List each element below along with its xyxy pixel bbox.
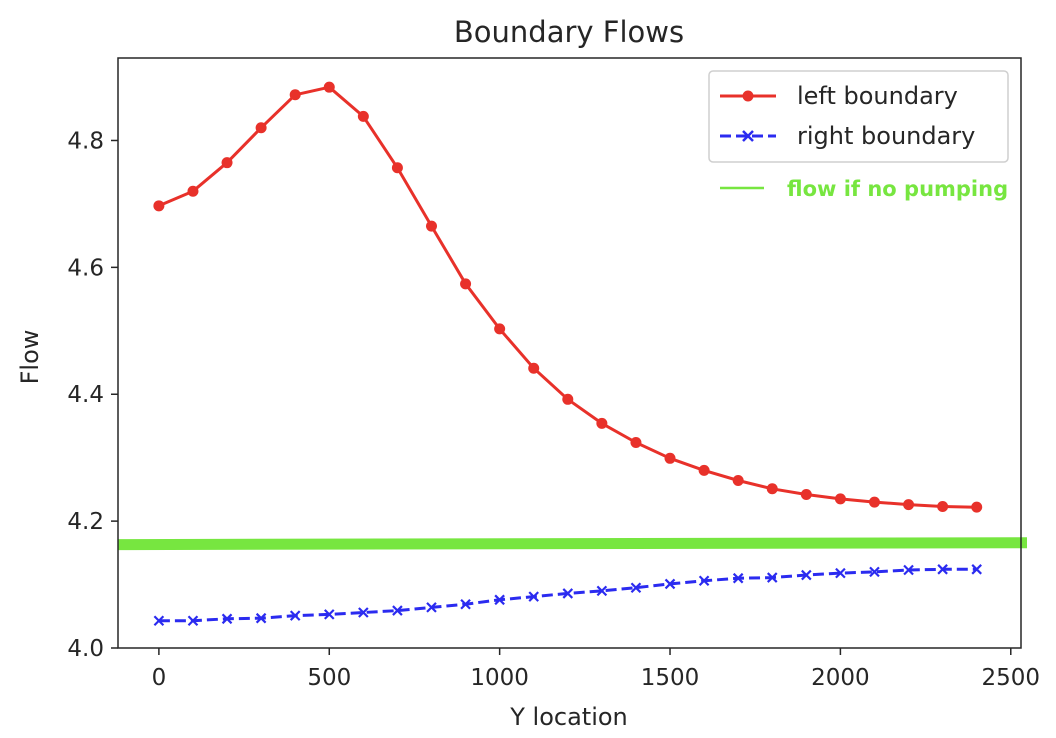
data-point-right-boundary (221, 613, 233, 625)
data-point-right-boundary (937, 564, 948, 575)
x-tick-label: 2000 (811, 665, 870, 691)
legend-entry-left-boundary: left boundary (720, 82, 958, 110)
reference-annotation-label: flow if no pumping (787, 177, 1008, 201)
data-point-left-boundary (766, 483, 778, 495)
data-point-right-boundary (801, 569, 812, 581)
data-point-right-boundary (835, 567, 846, 579)
data-point-right-boundary (392, 605, 403, 616)
y-tick-label: 4.4 (67, 382, 104, 408)
data-point-right-boundary (494, 594, 505, 606)
data-point-right-boundary (766, 572, 778, 583)
legend-marker-right-boundary (742, 130, 754, 142)
data-point-left-boundary (289, 89, 301, 101)
data-point-right-boundary (732, 572, 744, 584)
data-point-left-boundary (323, 81, 335, 93)
x-axis-title: Y location (509, 703, 628, 731)
data-point-right-boundary (528, 591, 539, 602)
data-point-left-boundary (903, 499, 915, 511)
data-point-right-boundary (289, 610, 301, 621)
plot-frame (117, 57, 1022, 649)
data-point-left-boundary (834, 493, 846, 505)
data-point-right-boundary (664, 578, 676, 590)
data-point-right-boundary (698, 575, 710, 587)
data-point-right-boundary (562, 588, 574, 599)
y-tick-label: 4.0 (67, 636, 104, 662)
data-point-right-boundary (460, 598, 471, 610)
legend-box (708, 70, 1009, 163)
data-point-left-boundary (664, 452, 676, 464)
data-point-left-boundary (630, 436, 642, 448)
data-point-left-boundary (187, 185, 199, 197)
y-tick-label: 4.6 (67, 255, 104, 281)
data-point-right-boundary (187, 615, 199, 626)
data-point-right-boundary (630, 582, 642, 594)
data-point-left-boundary (732, 475, 744, 487)
data-point-right-boundary (358, 607, 369, 618)
data-point-left-boundary (596, 417, 608, 429)
y-tick-label: 4.2 (67, 509, 104, 535)
legend: left boundary right boundary (708, 70, 1009, 163)
data-point-right-boundary (323, 609, 335, 620)
x-tick-label: 500 (307, 665, 351, 691)
x-tick-label: 1500 (641, 665, 700, 691)
data-point-left-boundary (528, 362, 540, 374)
x-tick-label: 0 (152, 665, 167, 691)
legend-label-left-boundary: left boundary (797, 82, 958, 110)
y-axis-ticks: 4.0 4.2 4.4 4.6 4.8 (67, 128, 118, 662)
data-point-left-boundary (971, 501, 983, 513)
data-point-left-boundary (153, 200, 165, 212)
data-point-left-boundary (494, 323, 506, 335)
chart-title: Boundary Flows (454, 15, 684, 49)
data-point-right-boundary (153, 615, 165, 626)
x-tick-label: 1000 (470, 665, 529, 691)
x-axis-ticks: 0 500 1000 1500 2000 2500 (152, 648, 1040, 691)
data-point-right-boundary (971, 564, 982, 575)
y-tick-label: 4.8 (67, 128, 104, 154)
data-point-left-boundary (698, 464, 710, 476)
data-point-left-boundary (460, 278, 472, 290)
data-point-left-boundary (255, 122, 267, 134)
data-point-left-boundary (937, 501, 949, 513)
data-point-left-boundary (800, 488, 812, 500)
data-point-right-boundary (869, 566, 880, 578)
y-axis-title: Flow (16, 330, 44, 385)
data-point-left-boundary (868, 496, 880, 508)
data-point-left-boundary (562, 393, 574, 405)
data-point-left-boundary (357, 110, 369, 122)
data-point-right-boundary (255, 612, 267, 624)
legend-label-right-boundary: right boundary (797, 122, 975, 150)
plot-area (117, 81, 1028, 626)
data-point-left-boundary (221, 157, 233, 169)
reference-line (117, 537, 1028, 551)
data-point-right-boundary (596, 585, 608, 597)
data-point-left-boundary (391, 162, 403, 174)
data-point-right-boundary (426, 602, 437, 613)
legend-marker-left-boundary (742, 90, 754, 102)
data-point-left-boundary (425, 220, 437, 232)
data-point-right-boundary (903, 564, 914, 576)
legend-entry-right-boundary: right boundary (720, 122, 975, 150)
reference-annotation: flow if no pumping (720, 177, 1008, 201)
x-tick-label: 2500 (982, 665, 1041, 691)
